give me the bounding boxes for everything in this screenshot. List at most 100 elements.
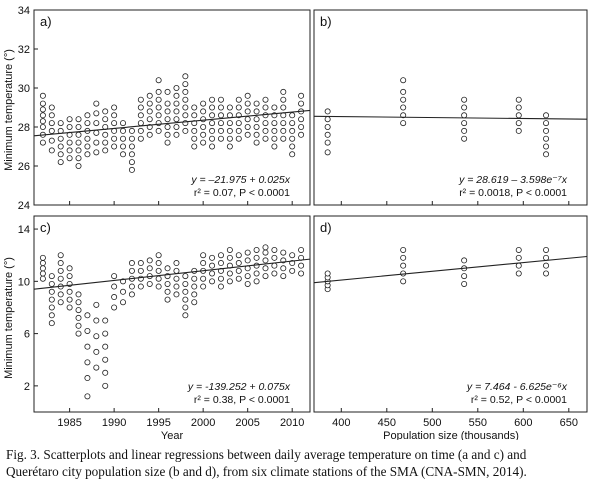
data-point: [93, 149, 100, 156]
data-point: [191, 291, 198, 298]
data-point: [515, 127, 522, 134]
data-point: [128, 291, 135, 298]
data-point: [93, 333, 100, 340]
data-point: [128, 135, 135, 142]
data-point: [226, 127, 233, 134]
data-point: [543, 270, 550, 277]
data-point: [200, 108, 207, 115]
regression-stats: r² = 0.38, P < 0.0001: [194, 394, 290, 406]
data-point: [39, 270, 46, 277]
data-point: [111, 112, 118, 119]
panel-label: d): [320, 220, 332, 235]
data-point: [173, 260, 180, 267]
data-point: [66, 124, 73, 131]
data-point: [173, 100, 180, 107]
data-point: [253, 254, 260, 261]
data-point: [289, 252, 296, 259]
data-point: [57, 120, 64, 127]
regression-line: [33, 109, 311, 137]
data-point: [253, 100, 260, 107]
data-point: [173, 92, 180, 99]
data-point: [324, 149, 331, 156]
data-point: [226, 120, 233, 127]
data-point: [235, 252, 242, 259]
data-point: [324, 139, 331, 146]
x-tick-label: 2005: [235, 417, 259, 429]
data-point: [164, 124, 171, 131]
regression-equation: y = –21.975 + 0.025x: [190, 174, 290, 186]
data-point: [66, 265, 73, 272]
data-point: [128, 166, 135, 173]
data-point: [262, 244, 269, 251]
x-axis-label-population: Population size (thousands): [383, 430, 519, 440]
data-point: [461, 257, 468, 264]
data-point: [128, 143, 135, 150]
data-point: [164, 108, 171, 115]
regression-stats: r² = 0.0018, P < 0.0001: [459, 187, 567, 199]
data-point: [48, 280, 55, 287]
data-point: [253, 108, 260, 115]
data-point: [39, 124, 46, 131]
y-tick-label: 14: [18, 224, 30, 236]
data-point: [173, 124, 180, 131]
x-tick-label: 2010: [280, 417, 304, 429]
data-point: [93, 348, 100, 355]
data-point: [400, 104, 407, 111]
data-point: [173, 283, 180, 290]
data-point: [289, 151, 296, 158]
data-point: [155, 127, 162, 134]
panel-c: 2 6 10 14 1985 1990 1995 2000 2005 2010 c) y = -139…: [18, 215, 311, 429]
data-point: [200, 124, 207, 131]
data-point: [289, 120, 296, 127]
data-point: [217, 135, 224, 142]
data-point: [298, 92, 305, 99]
data-point: [48, 320, 55, 327]
data-point: [93, 129, 100, 136]
data-point: [48, 296, 55, 303]
data-point: [235, 267, 242, 274]
data-point: [84, 151, 91, 158]
data-point: [84, 112, 91, 119]
data-point: [57, 260, 64, 267]
data-point: [128, 283, 135, 290]
data-point: [271, 270, 278, 277]
y-tick-label: 2: [24, 381, 30, 393]
data-point: [217, 104, 224, 111]
data-point: [543, 262, 550, 269]
data-point: [461, 273, 468, 280]
data-point: [93, 317, 100, 324]
data-point: [400, 77, 407, 84]
data-point: [155, 283, 162, 290]
data-point: [400, 96, 407, 103]
data-point: [84, 375, 91, 382]
data-point: [400, 120, 407, 127]
data-point: [173, 291, 180, 298]
data-point: [155, 96, 162, 103]
data-point: [137, 135, 144, 142]
data-point: [543, 127, 550, 134]
data-point: [400, 262, 407, 269]
data-point: [66, 304, 73, 311]
data-point: [461, 104, 468, 111]
data-point: [75, 124, 82, 131]
data-point: [200, 116, 207, 123]
data-point: [262, 96, 269, 103]
data-point: [146, 265, 153, 272]
data-point: [280, 127, 287, 134]
data-point: [182, 73, 189, 80]
data-point: [244, 273, 251, 280]
data-point: [235, 135, 242, 142]
y-axis-label-bottom: Minimum temperature (°): [3, 257, 15, 379]
data-point: [128, 127, 135, 134]
data-point: [253, 278, 260, 285]
data-point: [120, 299, 127, 306]
data-point: [324, 108, 331, 115]
data-point: [298, 270, 305, 277]
data-point: [298, 262, 305, 269]
data-point: [75, 116, 82, 123]
data-point: [155, 267, 162, 274]
data-point: [289, 267, 296, 274]
x-tick-label: 1995: [146, 417, 170, 429]
data-point: [164, 116, 171, 123]
data-point: [253, 124, 260, 131]
